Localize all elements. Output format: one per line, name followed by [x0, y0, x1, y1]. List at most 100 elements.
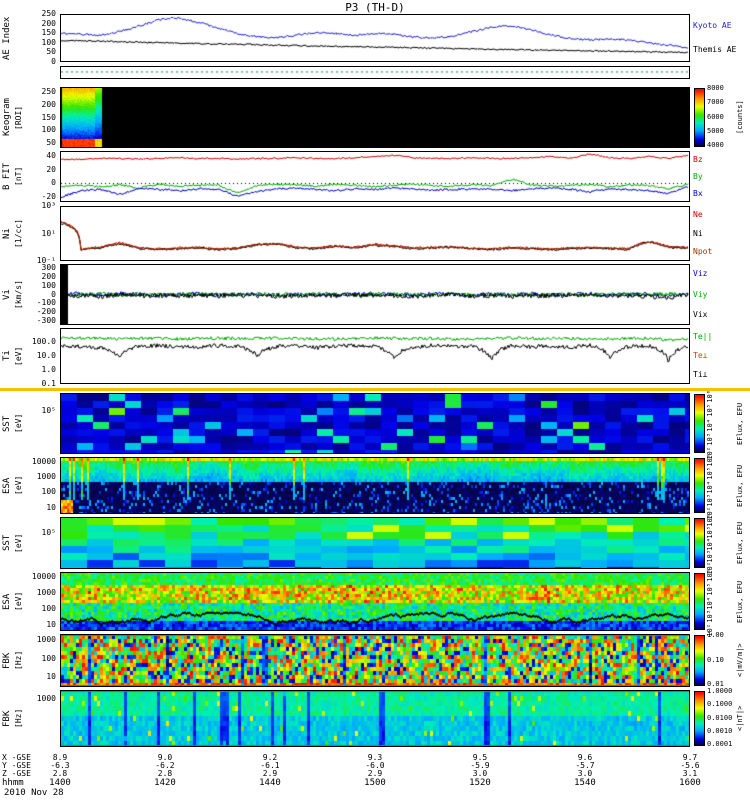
ti-legend-te: Te||: [693, 332, 713, 342]
fbk-e-colorbar-tick: 0.10: [707, 655, 724, 664]
sst-e-colorbar-tick: 10⁶: [706, 390, 714, 403]
ti-ytick: 0.1: [41, 379, 56, 388]
keogram-ytick: 250: [41, 86, 56, 96]
footer-row-label-x-gse: X -GSE: [2, 753, 31, 762]
keogram-colorbar-tick: 4000: [707, 141, 724, 149]
bfit-ytick: 0: [51, 178, 56, 188]
esa-i-colorbar-tick: 10³: [706, 610, 714, 623]
sst-i-panel: [60, 517, 690, 569]
sst-e-colorbar: [694, 394, 705, 453]
ni-panel: [60, 206, 690, 261]
footer-value: 1600: [679, 778, 701, 788]
ni-legend-ni: Ni: [693, 228, 703, 238]
sst-e-ytick: 10⁵: [41, 406, 56, 416]
ni-legend-npot: Npot: [693, 246, 713, 256]
fbk-e-panel: [60, 634, 690, 687]
esa-e-ytick: 10000: [31, 456, 56, 466]
ae-ytick: 200: [41, 18, 56, 28]
vi-ytick: -100: [36, 298, 56, 308]
keogram-colorbar-tick: 5000: [707, 126, 724, 135]
fbk-b-panel: [60, 690, 690, 747]
ti-legend-ti: Ti⊥: [693, 369, 708, 379]
esa-e-colorbar-tick: 10⁵: [706, 467, 714, 480]
sst-e-panel: [60, 393, 690, 454]
ti-plot-canvas: [61, 329, 689, 383]
footer-value: 1400: [49, 778, 71, 788]
vi-legend-viy: Viy: [693, 289, 708, 299]
esa-i-colorbar-tick: 10⁵: [706, 582, 714, 596]
bfit-ytick: -20: [41, 191, 56, 201]
ae-plot-canvas: [61, 15, 689, 61]
footer-value: -6.3: [50, 761, 70, 770]
ti-ylabel-unit: [eV]: [14, 346, 23, 366]
ae-panel: [60, 14, 690, 62]
sst-i-colorbar-tick: 10⁵: [706, 526, 714, 539]
ti-ytick: 1.0: [41, 365, 56, 374]
esa-e-ylabel-unit: [eV]: [14, 475, 23, 496]
fbk-b-colorbar-tick: 0.0001: [707, 740, 733, 748]
sst-i-plot-canvas: [61, 518, 689, 568]
footer-value: -6.2: [155, 761, 175, 770]
footer-value: 9.2: [262, 753, 278, 762]
vi-ytick: 0: [51, 289, 56, 299]
fbk-b-colorbar: [694, 691, 705, 746]
sst-i-ylabel-unit: [eV]: [14, 533, 23, 553]
footer-row-label-hhmm: hhmm: [2, 778, 24, 788]
keogram-colorbar-label: [counts]: [736, 100, 744, 135]
ti-panel: [60, 328, 690, 384]
footer-value: 9.7: [682, 753, 698, 762]
esa-i-ylabel-unit: [eV]: [14, 591, 23, 612]
fbk-e-ylabel: FBK: [2, 652, 12, 669]
ae-ylabel: AE Index: [2, 16, 12, 60]
vi-panel: [60, 264, 690, 325]
esa-i-ytick: 10000: [31, 571, 56, 581]
sst-e-ylabel: SST: [2, 415, 12, 432]
ti-legend-te: Te⊥: [693, 351, 708, 360]
ni-ylabel: Ni: [2, 228, 12, 239]
bfit-ylabel-unit: [nT]: [14, 166, 23, 187]
esa-i-colorbar-tick: 10⁴: [706, 596, 714, 610]
fbk-b-ytick: 1000: [36, 693, 56, 703]
esa-i-ytick: 100: [41, 603, 56, 613]
footer-value: 9.6: [577, 753, 593, 762]
esa-e-colorbar-label: EFlux, EFU: [736, 464, 744, 507]
bfit-panel: [60, 151, 690, 202]
bfit-legend-bx: Bx: [693, 188, 703, 198]
ni-plot-canvas: [61, 207, 689, 260]
footer-value: 3.0: [472, 769, 488, 778]
bfit-ytick: 40: [46, 151, 56, 161]
keogram-ytick: 100: [41, 125, 56, 135]
vi-ytick: -300: [36, 315, 56, 325]
fbk-e-ytick: 1000: [36, 635, 56, 645]
esa-e-colorbar-tick: 10³: [706, 493, 714, 507]
fbk-e-plot-canvas: [61, 635, 689, 686]
bfit-legend-by: By: [693, 171, 703, 181]
fbk-b-colorbar-tick: 1.0000: [707, 687, 733, 695]
esa-i-ylabel: ESA: [2, 593, 12, 610]
flags-panel: [60, 66, 690, 79]
keogram-ylabel-unit: [ROI]: [14, 105, 23, 130]
sst-i-ytick: 10⁵: [41, 527, 56, 537]
footer-value: 1520: [469, 778, 491, 788]
plot-title: P3 (TH-D): [345, 1, 405, 14]
ni-ytick: 10³: [41, 201, 56, 210]
fbk-e-colorbar-tick: 0.01: [707, 680, 724, 688]
esa-i-ytick: 10: [46, 619, 56, 629]
footer-row-label-y-gse: Y -GSE: [2, 761, 31, 770]
ae-ytick: 250: [41, 9, 56, 18]
keogram-colorbar-tick: 8000: [707, 84, 724, 92]
footer-value: 3.0: [577, 769, 593, 778]
keogram-colorbar: [694, 88, 705, 147]
esa-i-panel: [60, 572, 690, 631]
keogram-ytick: 150: [41, 112, 56, 122]
keogram-panel: [60, 87, 690, 148]
footer-value: 2.9: [262, 769, 278, 778]
vi-ytick: 300: [41, 263, 56, 273]
esa-e-colorbar: [694, 458, 705, 513]
footer-value: 2.8: [52, 769, 68, 778]
separator-line: [0, 388, 750, 391]
footer-value: 2.8: [157, 769, 173, 778]
fbk-b-colorbar-tick: 0.1000: [707, 700, 733, 709]
keogram-ylabel: Keogram: [2, 98, 12, 137]
